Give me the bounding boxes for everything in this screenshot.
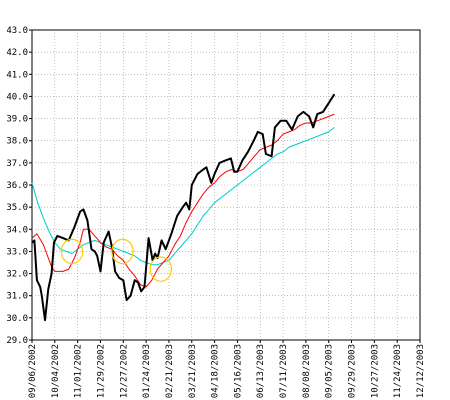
x-tick-label: 03/21/2003: [188, 344, 198, 398]
x-tick-label: 12/12/2003: [416, 344, 426, 398]
series-lines: [31, 93, 336, 322]
y-tick-label: 36.0: [6, 181, 28, 191]
x-tick-label: 09/06/2002: [28, 344, 38, 398]
y-tick-label: 31.0: [6, 292, 28, 302]
x-tick-label: 04/18/2003: [211, 344, 221, 398]
x-tick-label: 09/29/2003: [348, 344, 358, 398]
grid: [32, 30, 420, 340]
y-tick-label: 33.0: [6, 247, 28, 257]
y-axis: 29.0 30.0 31.0 32.0 33.0 34.0 35.0 36.0 37.0 38.0…: [6, 26, 32, 346]
series-line-3: [31, 127, 335, 266]
x-tick-label: 12/27/2002: [119, 344, 129, 398]
x-tick-label: 10/04/2002: [51, 344, 61, 398]
y-tick-label: 40.0: [6, 92, 28, 102]
x-tick-label: 01/24/2003: [142, 344, 152, 398]
x-tick-label: 02/21/2003: [165, 344, 175, 398]
y-tick-label: 39.0: [6, 115, 28, 125]
y-tick-label: 43.0: [6, 26, 28, 36]
annotation-ellipse: [60, 238, 84, 265]
y-tick-label: 37.0: [6, 159, 28, 169]
y-tick-label: 35.0: [6, 203, 28, 213]
y-tick-label: 38.0: [6, 137, 28, 147]
y-tick-label: 30.0: [6, 314, 28, 324]
plot-area: [31, 29, 421, 341]
series-line-1: [31, 93, 336, 322]
y-tick-label: 29.0: [6, 336, 28, 346]
y-tick-label: 42.0: [6, 48, 28, 58]
x-tick-label: 08/08/2003: [302, 344, 312, 398]
y-tick-label: 41.0: [6, 70, 28, 80]
x-tick-label: 05/16/2003: [233, 344, 243, 398]
plot-frame: [31, 29, 421, 341]
series-line-2: [31, 113, 335, 288]
annotations: [60, 238, 172, 282]
x-tick-label: 11/24/2003: [393, 344, 403, 398]
x-tick-label: 11/29/2002: [96, 344, 106, 398]
x-tick-label: 10/27/2003: [370, 344, 380, 398]
y-tick-label: 34.0: [6, 225, 28, 235]
x-tick-label: 09/05/2003: [325, 344, 335, 398]
x-tick-label: 11/01/2002: [74, 344, 84, 398]
annotation-ellipse: [111, 238, 134, 265]
y-tick-label: 32.0: [6, 270, 28, 280]
x-tick-label: 06/13/2003: [256, 344, 266, 398]
annotation-ellipse: [149, 256, 172, 282]
x-tick-label: 07/11/2003: [279, 344, 289, 398]
x-axis: 09/06/2002 10/04/2002 11/01/2002 11/29/2002…: [28, 340, 426, 398]
